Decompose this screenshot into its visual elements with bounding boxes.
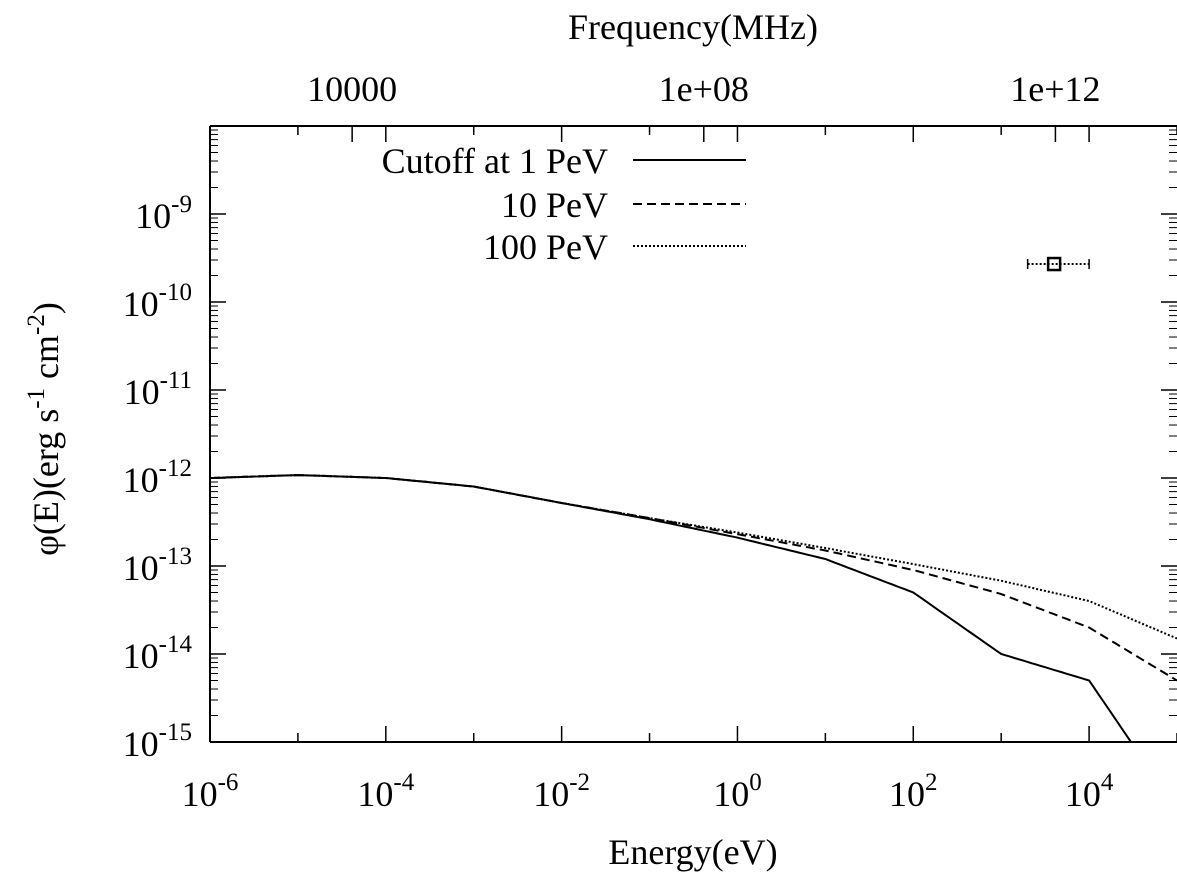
y-title-exp1: -1 (23, 388, 50, 409)
x-tick-label: 102 (889, 769, 938, 814)
y-tick-label: 10-13 (123, 543, 192, 588)
x2-tick-label: 1e+12 (1010, 69, 1100, 109)
data-point-marker (1026, 256, 1090, 272)
x-tick-label: 104 (1065, 769, 1114, 814)
y-tick-label: 10-9 (135, 191, 192, 236)
x2-tick-label: 10000 (307, 69, 397, 109)
axis-ticks (209, 126, 1177, 743)
y-axis-title: φ(E)(erg s-1 cm-2) (23, 302, 66, 556)
top-axis-title: Frequency(MHz) (568, 7, 818, 47)
y-tick-label: 10-12 (123, 455, 192, 500)
y-tick-label: 10-15 (123, 719, 192, 764)
series-line (210, 474, 1177, 640)
legend-label: 100 PeV (483, 227, 608, 267)
x-tick-label: 100 (713, 769, 762, 814)
data-point (1046, 256, 1062, 272)
series-line (210, 474, 1132, 742)
x-tick-label: 10-2 (533, 769, 590, 814)
legend-label: Cutoff at 1 PeV (382, 141, 608, 181)
tick-labels: 10-6 10-4 10-2 100 102 104 10-15 10-14 10-13 10-1… (123, 69, 1114, 814)
legend-label: 10 PeV (501, 185, 608, 225)
y-title-end: ) (26, 302, 66, 314)
series-line (210, 474, 1177, 682)
x-tick-label: 10-6 (182, 769, 239, 814)
series-lines (210, 474, 1177, 742)
x2-tick-label: 1e+08 (659, 69, 749, 109)
y-tick-label: 10-11 (124, 367, 192, 412)
y-title-exp2: -2 (23, 314, 50, 335)
y-title-mid: cm (26, 335, 66, 388)
y-title-main: φ(E)(erg s (26, 409, 66, 556)
y-tick-label: 10-10 (123, 279, 192, 324)
x-tick-label: 10-4 (357, 769, 414, 814)
x-axis-title: Energy(eV) (608, 832, 777, 872)
plot-frame (209, 125, 1177, 743)
y-tick-label: 10-14 (123, 631, 193, 676)
